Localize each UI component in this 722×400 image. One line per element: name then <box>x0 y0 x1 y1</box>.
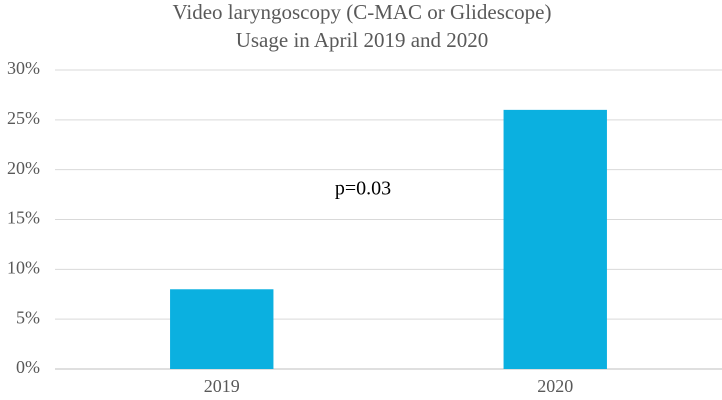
chart-title: Video laryngoscopy (C-MAC or Glidescope) <box>173 0 552 24</box>
y-tick-label: 10% <box>7 257 40 277</box>
x-tick-label: 2020 <box>537 376 573 396</box>
y-tick-label: 5% <box>16 307 40 327</box>
y-tick-label: 15% <box>7 208 40 228</box>
chart-subtitle: Usage in April 2019 and 2020 <box>236 28 489 52</box>
bar <box>170 289 274 369</box>
x-tick-label: 2019 <box>204 376 240 396</box>
y-tick-label: 30% <box>7 58 40 78</box>
y-tick-label: 25% <box>7 108 40 128</box>
annotation: p=0.03 <box>335 178 391 200</box>
y-tick-label: 0% <box>16 357 40 377</box>
y-tick-label: 20% <box>7 158 40 178</box>
bar <box>503 109 607 369</box>
